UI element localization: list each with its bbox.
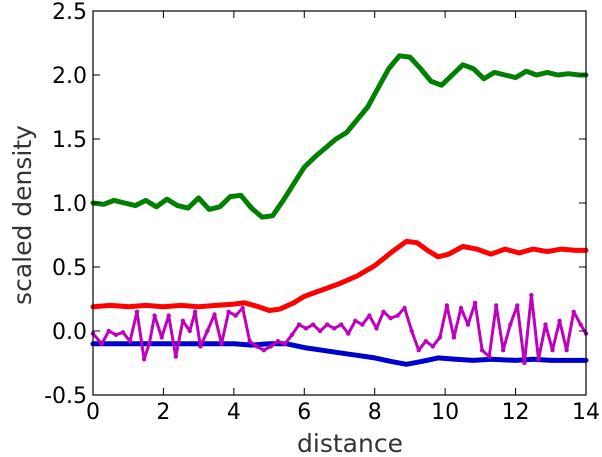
series-3-point [430, 344, 435, 349]
series-3-point [261, 348, 266, 353]
series-3-point [339, 322, 344, 327]
series-3-point [159, 335, 164, 340]
series-3-point [381, 309, 386, 314]
y-tick-label: 1.5 [52, 128, 87, 153]
series-line-1 [90, 238, 589, 313]
series-3-point [192, 309, 198, 314]
series-3-point [388, 316, 393, 321]
plot-frame [92, 10, 587, 396]
y-tick-label: 0.5 [52, 256, 87, 281]
series-3-point [402, 305, 407, 311]
series-3-point [275, 339, 281, 344]
series-3-point [353, 318, 358, 323]
series-3-point [564, 348, 569, 353]
x-tick-label: 6 [297, 400, 311, 425]
series-layer [90, 53, 589, 367]
series-3-point [346, 331, 351, 336]
x-tick-label: 10 [431, 400, 459, 425]
series-3-point [487, 354, 492, 359]
y-tick-label: 2.0 [52, 64, 87, 89]
y-tick-label: -0.5 [44, 384, 87, 409]
series-3-point [282, 341, 288, 346]
series-3-point [444, 303, 450, 308]
series-3-point [395, 313, 400, 318]
series-3-point [536, 357, 541, 362]
series-3-point [494, 303, 499, 308]
series-3-point [226, 309, 231, 314]
x-tick-label: 8 [368, 400, 382, 425]
series-3-point [166, 313, 171, 318]
y-tick-label: 2.5 [52, 0, 87, 25]
series-3-point [99, 341, 105, 346]
series-3-point [296, 322, 302, 327]
series-3-point [134, 309, 140, 314]
series-3-point [465, 322, 471, 327]
series-3-point [106, 328, 112, 334]
series-3-point [147, 341, 152, 346]
series-3-point [268, 344, 273, 349]
series-3-point [501, 348, 506, 353]
series-3-point [180, 318, 185, 323]
series-3-point [219, 341, 224, 346]
series-3-point [141, 357, 147, 362]
series-3-point [472, 300, 478, 305]
series-3-point [508, 322, 513, 327]
series-3-point [409, 328, 414, 334]
series-3-point [543, 322, 548, 327]
series-3-point [317, 328, 323, 334]
series-3-point [120, 330, 126, 335]
series-3-point [233, 313, 238, 318]
series-3-point [522, 360, 527, 366]
series-3-point [360, 322, 365, 327]
series-3-point [374, 326, 379, 331]
series-3-point [240, 305, 245, 311]
y-tick-label: 0.0 [52, 320, 87, 345]
series-line-2 [90, 341, 589, 367]
x-tick-label: 0 [86, 400, 100, 425]
series-3-point [325, 322, 330, 327]
series-3-point [479, 348, 485, 353]
series-3-point [198, 344, 203, 349]
series-line-0 [90, 53, 589, 220]
x-tick-label: 2 [156, 400, 170, 425]
series-3-point [571, 309, 576, 314]
series-3-point [113, 332, 119, 337]
y-tick-label: 1.0 [52, 192, 87, 217]
series-3-point [557, 318, 562, 323]
series-3-point [310, 322, 316, 327]
x-axis-label: distance [297, 429, 403, 457]
series-3-point [173, 354, 178, 359]
axes-layer: 0 2 4 6 8 10 12 14 -0.5 0.0 0.5 1.0 1.5 2.0 2.5 [44, 0, 600, 425]
series-3-point [212, 312, 217, 317]
x-tick-label: 12 [502, 400, 530, 425]
series-3-point [247, 339, 252, 344]
y-axis-label: scaled density [8, 125, 37, 305]
series-3-point [458, 305, 464, 311]
x-tick-label: 4 [227, 400, 241, 425]
series-3-point [289, 332, 295, 337]
series-3-point [451, 335, 457, 340]
series-3-point [152, 313, 157, 318]
series-line-3 [91, 293, 588, 365]
series-3-point [187, 328, 192, 334]
series-3-point [254, 344, 259, 349]
series-3-point [578, 322, 583, 327]
series-3-point [416, 348, 421, 353]
series-3-point [303, 326, 309, 331]
series-3-point [550, 348, 555, 353]
x-tick-label: 14 [572, 400, 600, 425]
series-3-point [367, 313, 372, 318]
series-3-point [332, 326, 337, 331]
series-3-point [127, 339, 133, 344]
series-3-point [437, 335, 443, 340]
series-3-point [423, 339, 428, 344]
series-3-point [529, 293, 534, 298]
series-3-point [515, 303, 520, 308]
series-3-point [205, 328, 210, 334]
